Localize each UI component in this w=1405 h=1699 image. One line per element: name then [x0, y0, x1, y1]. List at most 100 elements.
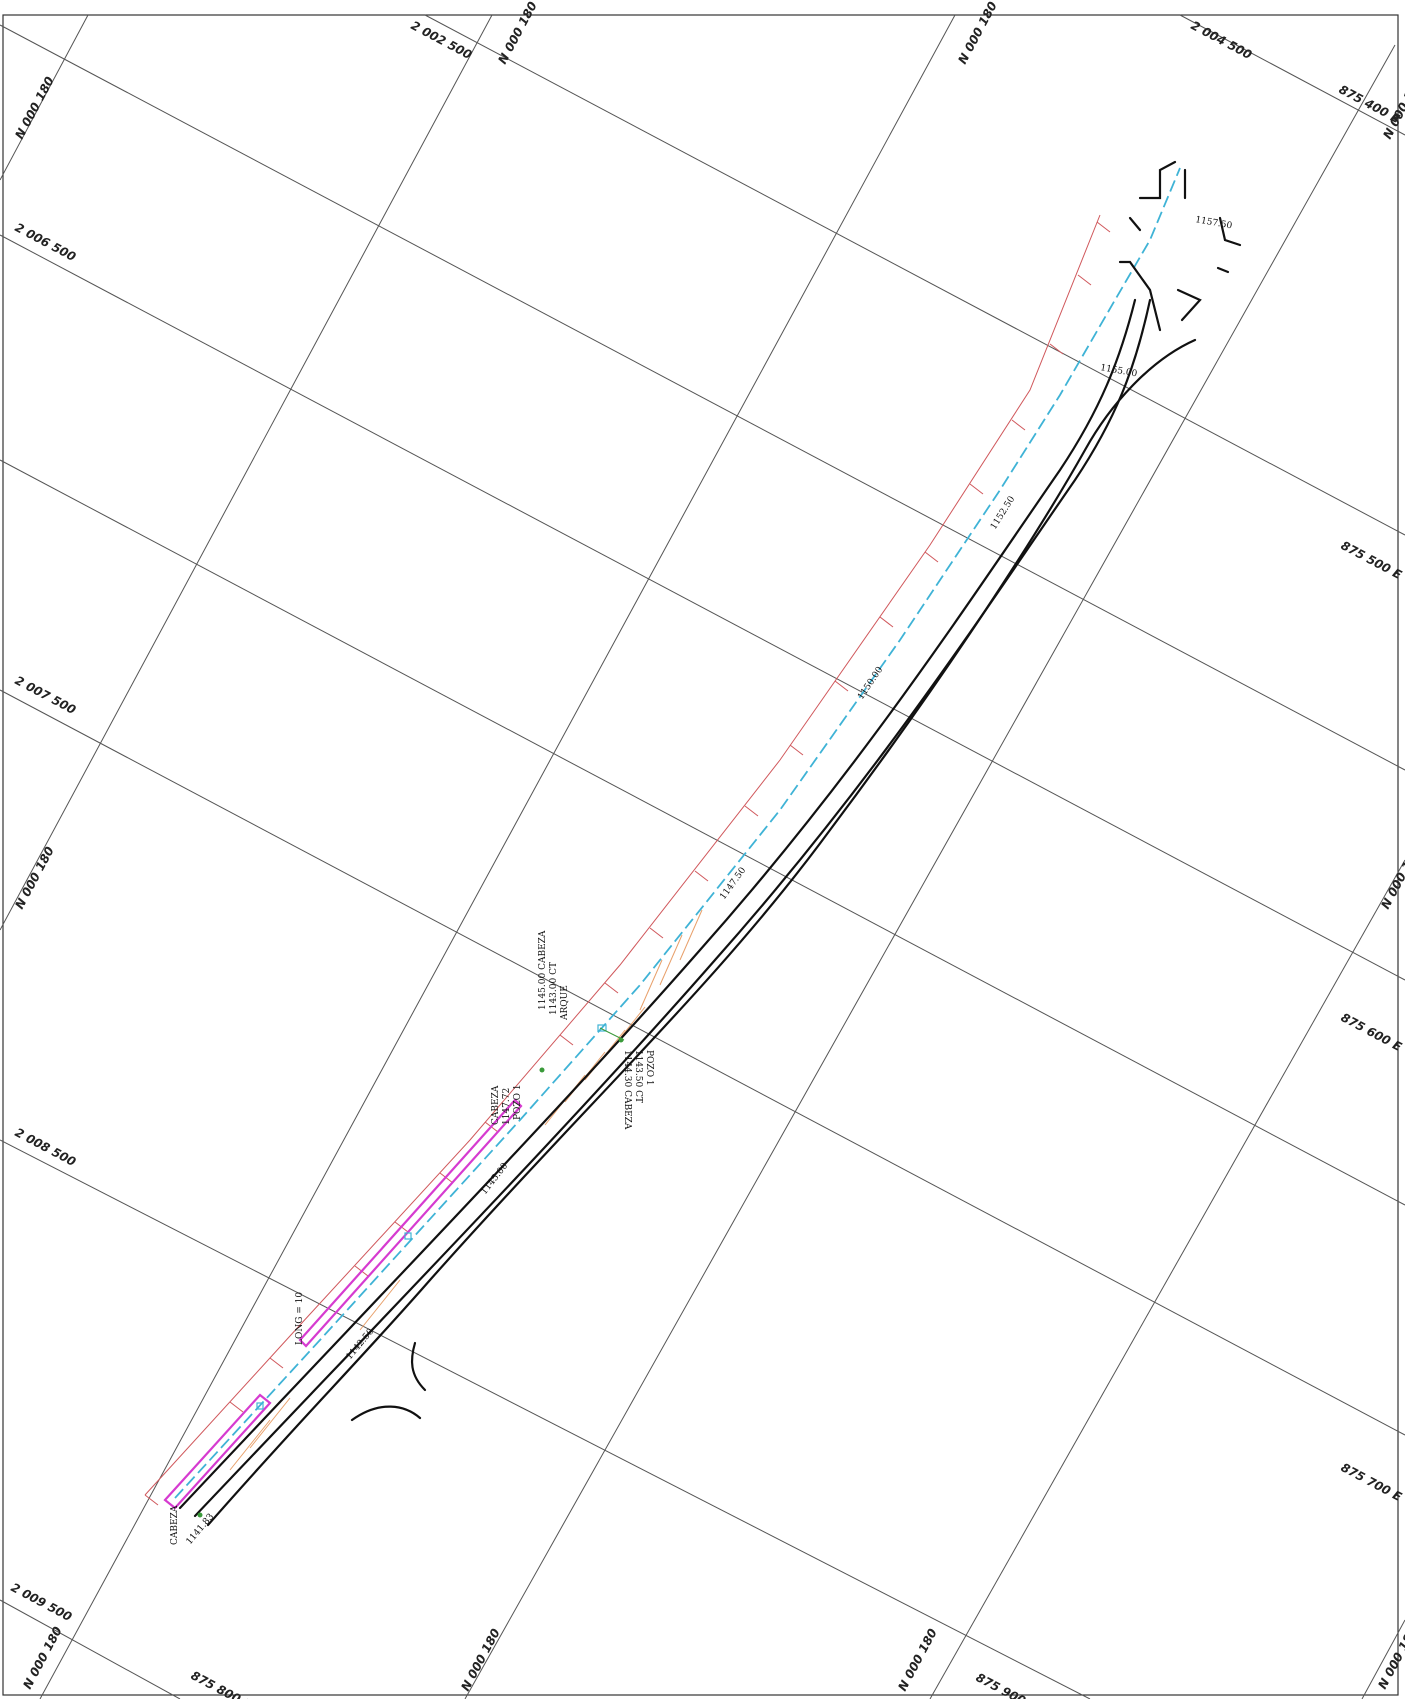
note-1147-72: 1147.72: [502, 1088, 512, 1125]
connector-line: [599, 1027, 625, 1041]
intersection-mark-5: [1176, 288, 1202, 322]
intersection-mark-4: [1118, 260, 1162, 332]
note-pozo-right: POZO 1: [644, 1050, 654, 1086]
magenta-feature: [163, 1098, 523, 1510]
grid-label-bottom-2: 875 800 E: [189, 1668, 255, 1699]
intersection-mark-6: [1216, 266, 1230, 274]
grid-label-top-3: N 000 180: [955, 0, 1000, 66]
road-edge-right: [206, 338, 1197, 1527]
grid-label-bottom-1: N 000 180: [20, 1624, 65, 1691]
row-tick: [1096, 221, 1111, 233]
grid-line: [0, 459, 1405, 1206]
road-edges: [178, 160, 1242, 1527]
survey-point: [197, 1512, 203, 1518]
grid-line: [0, 1599, 181, 1699]
grid-label-top-1: 2 002 500: [409, 18, 475, 62]
right-of-way: [144, 214, 1111, 1506]
chainage-1150: 1150.00: [856, 665, 885, 702]
coordinate-grid: [0, 14, 1405, 1699]
row-tick: [834, 680, 849, 692]
row-tick: [744, 805, 759, 817]
grid-label-left-2: 2 007 500: [13, 673, 79, 717]
row-tick: [924, 551, 939, 563]
grid-line: [39, 14, 956, 1699]
grid-label-right-lower: 875 600 E: [1339, 1010, 1405, 1054]
note-long: LONG = 10: [295, 1292, 305, 1345]
note-pozo-left: POZO 1: [513, 1084, 523, 1120]
row-tick: [969, 483, 984, 495]
grid-label-left-3: N 000 180: [12, 844, 57, 911]
row-tick: [269, 1357, 284, 1369]
note-cabeza-mid: CABEZA: [491, 1085, 501, 1125]
grid-line: [0, 14, 89, 181]
grid-label-bottom-4: N 000 180: [895, 1626, 940, 1693]
note-arque: ARQUE: [560, 985, 570, 1021]
road-edge-center: [193, 298, 1152, 1518]
hatch-line: [359, 1279, 401, 1331]
note-cabeza-bottom: CABEZA: [170, 1505, 180, 1545]
grid-label-right-bottom: 875 700 E: [1339, 1460, 1405, 1504]
road-edge-left: [178, 298, 1137, 1510]
sheet-frame: [2, 14, 1399, 1696]
chainage-1147: 1147.50: [718, 866, 748, 902]
grid-label-left-1: 2 006 500: [13, 220, 79, 264]
grid-label-right-mid: 875 500 E: [1339, 538, 1405, 582]
intersection-mark-3: [1218, 216, 1242, 247]
row-tick: [1077, 274, 1092, 286]
note-cabeza-1144: 1144.30 CABEZA: [622, 1050, 632, 1130]
annotations: 1145.00 CABEZA 1143.00 CT ARQUE POZO 1 1…: [170, 930, 654, 1545]
grid-line: [1361, 1619, 1405, 1699]
valve-marker: [597, 1024, 607, 1032]
row-tick: [1049, 343, 1064, 355]
grid-line: [1179, 14, 1405, 136]
intersection-mark-7: [1128, 216, 1142, 232]
chainage-1145: 1145.00: [479, 1161, 510, 1197]
side-road-lower-left: [350, 1405, 422, 1422]
hatching: [229, 909, 703, 1471]
grid-label-left-top: N 000 180: [12, 74, 57, 141]
valve-marker: [256, 1402, 264, 1410]
hatch-line: [659, 934, 683, 986]
grid-line: [464, 44, 1396, 1699]
row-tick: [1011, 419, 1026, 431]
grid-label-left-bottom: 2 009 500: [9, 1580, 75, 1624]
grid-labels: 2 002 500 N 000 180 N 000 180 2 004 500 …: [9, 0, 1405, 1699]
grid-line: [0, 1139, 1091, 1699]
row-tick: [694, 870, 709, 882]
magenta-strip-lower: [163, 1393, 272, 1510]
grid-label-bottom-right: N 000 180: [1375, 1624, 1405, 1691]
chainage-1157: 1157.50: [1194, 215, 1233, 231]
hatch-line: [679, 909, 703, 961]
grid-label-bottom-3: N 000 180: [458, 1626, 503, 1693]
hatch-line: [229, 1419, 271, 1471]
grid-label-left-4: 2 008 500: [13, 1125, 79, 1169]
grid-line: [929, 859, 1405, 1699]
grid-label-top-2: N 000 180: [495, 0, 540, 66]
survey-point: [539, 1067, 545, 1073]
side-road-lower-right: [410, 1341, 427, 1392]
markers: [197, 1024, 625, 1518]
intersection-mark-1: [1138, 160, 1177, 200]
note-ct-1143: 1143.00 CT: [549, 962, 559, 1015]
row-tick: [789, 744, 804, 756]
grid-line: [0, 234, 1405, 981]
grid-line: [0, 14, 493, 931]
row-tick: [649, 927, 664, 939]
row-tick: [559, 1034, 574, 1046]
row-tick: [879, 616, 894, 628]
right-of-way-line: [144, 214, 1101, 1496]
valve-marker: [404, 1232, 412, 1240]
note-cabeza-1145: 1145.00 CABEZA: [538, 930, 548, 1010]
row-tick: [229, 1401, 244, 1413]
note-ct-1143-50: 1143.50 CT: [633, 1050, 643, 1103]
hatch-line: [639, 959, 663, 1011]
water-line: [174, 167, 1181, 1499]
grid-line: [0, 24, 1405, 771]
grid-label-top-4: 2 004 500: [1189, 18, 1255, 62]
row-tick: [144, 1494, 159, 1506]
grid-line: [0, 689, 1405, 1436]
row-tick: [604, 982, 619, 994]
chainage-labels: 1157.50 1155.00 1152.50 1150.00 1147.50 …: [185, 215, 1233, 1547]
grid-label-right-mid2: N 000 180: [1378, 844, 1405, 911]
